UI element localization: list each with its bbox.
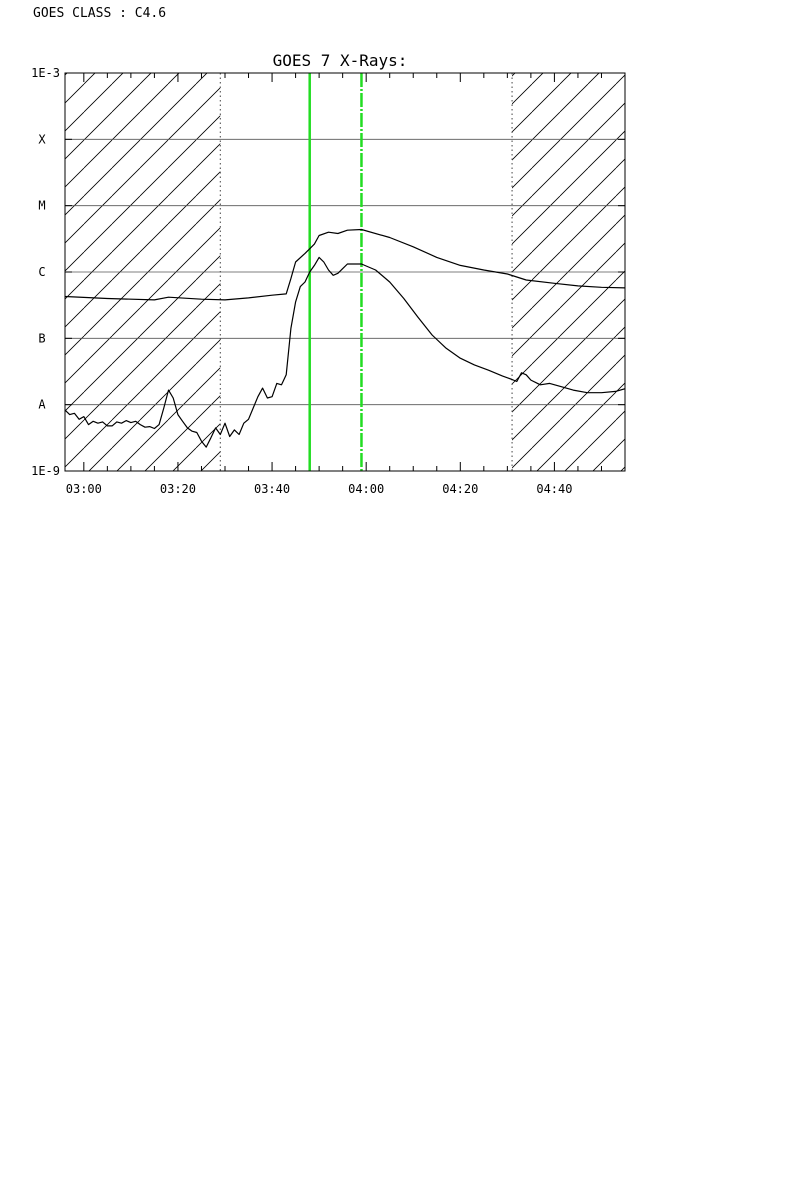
series-line-2 [65,256,625,448]
x-tick-label: 04:00 [348,482,384,496]
x-tick-label: 03:20 [160,482,196,496]
grid-lines [65,138,625,406]
series-line-1 [65,228,625,301]
x-tick-label: 03:40 [254,482,290,496]
x-tick-label: 04:40 [536,482,572,496]
y-tick-label: C [38,265,45,279]
x-tick-label: 03:00 [66,482,102,496]
y-axis-ticks: 1E-9 A B C M X 1E-3 [31,66,625,478]
y-tick-label: 1E-3 [31,66,60,80]
x-axis-ticks: 03:00 03:20 03:40 04:00 04:20 04:40 [66,73,626,496]
series-lines [65,228,625,448]
y-tick-label: A [38,398,46,412]
chart-title: GOES 7 X-Rays: [273,51,408,70]
y-tick-label: X [38,132,46,146]
y-tick-label: M [38,199,45,213]
x-tick-label: 04:20 [442,482,478,496]
goes-class-label: GOES CLASS : C4.6 [33,6,167,21]
y-tick-label: 1E-9 [31,464,60,478]
y-tick-label: B [38,331,45,345]
